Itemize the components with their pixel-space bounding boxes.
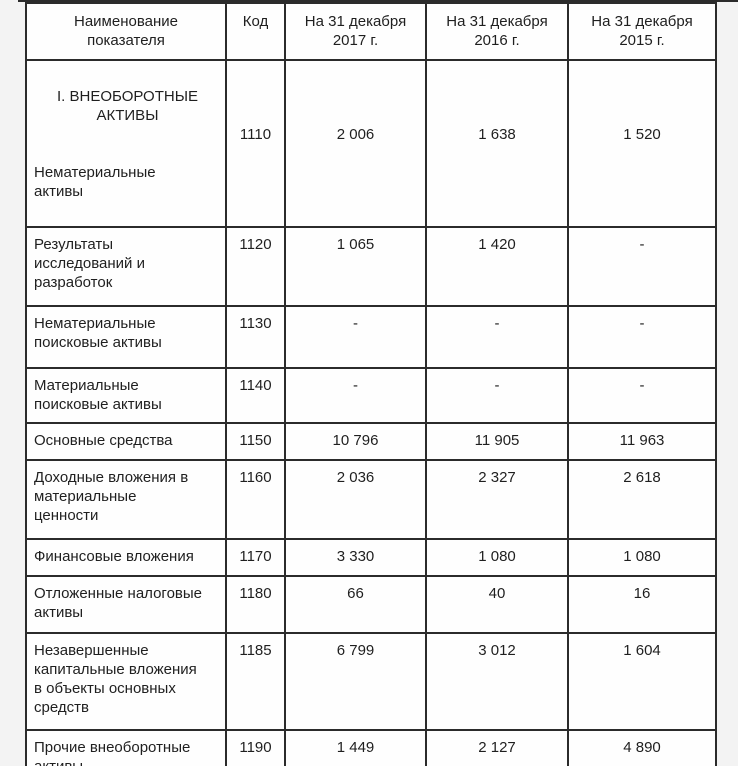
table-row-1120: Результаты исследований и разработок 112…	[25, 226, 717, 307]
row-name: Основные средства	[25, 422, 227, 461]
value-2016: 1 420	[425, 226, 569, 307]
value-2016: 1 638	[425, 59, 569, 228]
value-2017: 10 796	[284, 422, 427, 461]
table-row-1110: I. ВНЕОБОРОТНЫЕ АКТИВЫ Нематериальные ак…	[25, 59, 717, 228]
col-header-2017: На 31 декабря 2017 г.	[284, 2, 427, 61]
table-row-1140: Материальные поисковые активы 1140 - - -	[25, 367, 717, 424]
value-2015: 1 520	[567, 59, 717, 228]
value-2016: 2 127	[425, 729, 569, 766]
value-2017: 66	[284, 575, 427, 634]
table-row-1170: Финансовые вложения 1170 3 330 1 080 1 0…	[25, 538, 717, 577]
value-2017: -	[284, 305, 427, 369]
row-name: Незавершенные капитальные вложения в объ…	[25, 632, 227, 731]
row-name: Материальные поисковые активы	[25, 367, 227, 424]
row-name: Нематериальные поисковые активы	[25, 305, 227, 369]
value-2016: -	[425, 367, 569, 424]
table-row-1180: Отложенные налоговые активы 1180 66 40 1…	[25, 575, 717, 634]
row-name: Отложенные налоговые активы	[25, 575, 227, 634]
col-header-indicator-name: Наименование показателя	[25, 2, 227, 61]
value-2017: -	[284, 367, 427, 424]
value-2017: 2 036	[284, 459, 427, 540]
value-2016: 2 327	[425, 459, 569, 540]
value-2016: 1 080	[425, 538, 569, 577]
col-header-2015: На 31 декабря 2015 г.	[567, 2, 717, 61]
value-2017: 6 799	[284, 632, 427, 731]
section-title-noncurrent-assets: I. ВНЕОБОРОТНЫЕ АКТИВЫ	[57, 88, 198, 124]
row-name: Нематериальные активы	[34, 164, 156, 200]
col-header-code: Код	[225, 2, 286, 61]
value-2015: 4 890	[567, 729, 717, 766]
row-name: Доходные вложения в материальные ценност…	[25, 459, 227, 540]
row-code: 1110	[225, 59, 286, 228]
value-2015: -	[567, 367, 717, 424]
value-2017: 3 330	[284, 538, 427, 577]
row-code: 1170	[225, 538, 286, 577]
row-name: Финансовые вложения	[25, 538, 227, 577]
row-name: Прочие внеоборотные активы	[25, 729, 227, 766]
value-2015: 11 963	[567, 422, 717, 461]
value-2016: 11 905	[425, 422, 569, 461]
table-top-border-bar	[18, 0, 738, 2]
value-2015: 1 604	[567, 632, 717, 731]
header-row: Наименование показателя Код На 31 декабр…	[25, 2, 717, 61]
value-2016: 3 012	[425, 632, 569, 731]
row-name: Результаты исследований и разработок	[25, 226, 227, 307]
value-2015: 1 080	[567, 538, 717, 577]
table-row-1130: Нематериальные поисковые активы 1130 - -…	[25, 305, 717, 369]
value-2016: -	[425, 305, 569, 369]
value-2015: 2 618	[567, 459, 717, 540]
table-row-1160: Доходные вложения в материальные ценност…	[25, 459, 717, 540]
value-2017: 1 449	[284, 729, 427, 766]
row-code: 1120	[225, 226, 286, 307]
row-code: 1140	[225, 367, 286, 424]
row-code: 1190	[225, 729, 286, 766]
row-name-cell: I. ВНЕОБОРОТНЫЕ АКТИВЫ Нематериальные ак…	[25, 59, 227, 228]
value-2015: -	[567, 305, 717, 369]
balance-sheet-table: Наименование показателя Код На 31 декабр…	[25, 2, 717, 766]
table-row-1185: Незавершенные капитальные вложения в объ…	[25, 632, 717, 731]
col-header-2016: На 31 декабря 2016 г.	[425, 2, 569, 61]
row-code: 1185	[225, 632, 286, 731]
row-code: 1160	[225, 459, 286, 540]
value-2017: 1 065	[284, 226, 427, 307]
row-code: 1150	[225, 422, 286, 461]
value-2017: 2 006	[284, 59, 427, 228]
row-code: 1180	[225, 575, 286, 634]
table-row-1150: Основные средства 1150 10 796 11 905 11 …	[25, 422, 717, 461]
value-2015: -	[567, 226, 717, 307]
value-2016: 40	[425, 575, 569, 634]
table-row-1190: Прочие внеоборотные активы 1190 1 449 2 …	[25, 729, 717, 766]
value-2015: 16	[567, 575, 717, 634]
row-code: 1130	[225, 305, 286, 369]
